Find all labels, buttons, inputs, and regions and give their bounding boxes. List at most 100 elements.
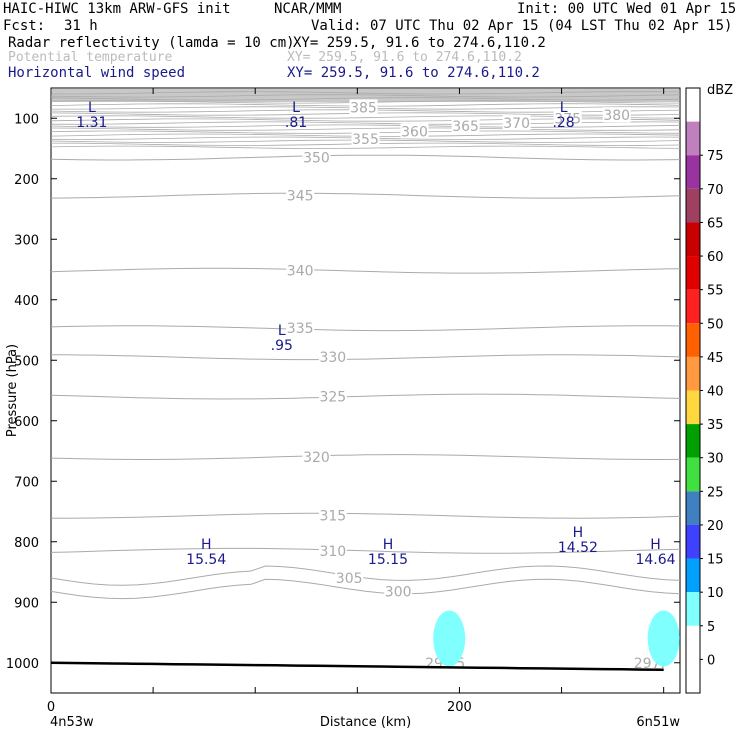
theta-label: 310 <box>319 544 346 560</box>
theta-label: 305 <box>336 571 363 587</box>
wind-extremum-type: H <box>573 525 584 541</box>
axes: 100 200 300 400 500 600 700 800 900 1000 0 200 Dista… <box>5 88 680 730</box>
wind-extremum-type: L <box>278 323 286 339</box>
wind-extremum-type: H <box>650 537 661 553</box>
colorbar-cell <box>686 659 700 693</box>
wind-extremum-value: 15.15 <box>368 552 408 568</box>
theta-upper-line <box>51 91 681 95</box>
theta-upper-line <box>50 127 681 131</box>
theta-label-bg <box>286 320 315 336</box>
theta-label: 350 <box>303 151 330 167</box>
fcst-value: 31 h <box>64 18 98 34</box>
y-tick-label: 300 <box>14 233 39 248</box>
wind-extremum-type: L <box>292 100 300 116</box>
colorbar-cell <box>686 289 700 324</box>
y-tick-label: 400 <box>14 294 39 309</box>
theta-label: 360 <box>401 125 428 141</box>
y-tick-label: 700 <box>14 475 39 490</box>
wind-extremum-value: 14.52 <box>558 540 598 556</box>
theta-label: 345 <box>287 189 314 205</box>
colorbar-cell <box>686 188 700 223</box>
reflectivity-cell <box>647 610 680 667</box>
x-tick-label: 200 <box>447 700 472 715</box>
theta-contour-line <box>50 393 681 400</box>
theta-label: 315 <box>319 509 346 525</box>
theta-contour-line <box>50 512 681 519</box>
valid-time: Valid: 07 UTC Thu 02 Apr 15 (04 LST Thu … <box>311 18 733 34</box>
theta-contour-line <box>50 154 681 161</box>
plot-frame <box>50 87 681 694</box>
theta-contour-line <box>50 547 681 554</box>
x-tick-label: 0 <box>47 700 55 715</box>
theta-label: 340 <box>287 264 314 280</box>
theta-label-bg <box>602 107 631 123</box>
field2-name: Potential temperature <box>8 50 173 65</box>
theta-label: 375 <box>554 111 581 127</box>
theta-label-bg <box>351 130 380 146</box>
y-tick-label: 100 <box>14 112 39 127</box>
y-axis-label: Pressure (hPa) <box>5 344 20 437</box>
wind-extremum-value: 15.54 <box>186 552 226 568</box>
colorbar-label: 65 <box>707 216 724 231</box>
field1-name: Radar reflectivity (lamda = 10 cm) <box>8 35 295 51</box>
theta-contour-line <box>51 354 681 361</box>
wind-extremum-value: .81 <box>285 115 307 131</box>
model-title: HAIC-HIWC 13km ARW-GFS init <box>3 1 231 17</box>
wind-extremum-type: L <box>560 100 568 116</box>
theta-label-bg <box>318 349 347 365</box>
init-time: Init: 00 UTC Wed 01 Apr 15 <box>517 1 737 17</box>
colorbar-units: dBZ <box>707 83 733 98</box>
theta-label: 330 <box>319 350 346 366</box>
field3-name: Horizontal wind speed <box>8 65 186 81</box>
theta-label-bg <box>400 123 429 139</box>
theta-label-bg <box>502 115 531 131</box>
theta-label: 300 <box>385 584 412 600</box>
colorbar-label: 55 <box>707 284 724 299</box>
colorbar-cell <box>686 88 700 122</box>
theta-label: 320 <box>303 450 330 466</box>
y-tick-label: 600 <box>14 415 39 430</box>
y-tick-label: 1000 <box>6 657 39 672</box>
reflectivity-cells <box>433 610 680 667</box>
theta-label-bg <box>318 507 347 523</box>
x-axis-label: Distance (km) <box>320 715 411 730</box>
wind-extremum-value: 14.64 <box>635 552 675 568</box>
theta-label-bg <box>451 118 480 134</box>
y-tick-label: 800 <box>14 536 39 551</box>
colorbar-label: 50 <box>707 317 724 332</box>
wind-extremum-value: 1.31 <box>76 115 107 131</box>
theta-label-bg <box>318 388 347 404</box>
theta-upper-line <box>50 145 681 149</box>
theta-label: 365 <box>452 119 479 135</box>
colorbar-label: 5 <box>707 620 715 635</box>
theta-upper-line <box>50 118 681 122</box>
theta-contour-line <box>50 454 681 460</box>
fcst-label: Fcst: <box>3 18 46 34</box>
wind-extremum-type: H <box>201 537 212 553</box>
theta-label-bg <box>286 187 315 203</box>
theta-contour-line <box>50 267 681 274</box>
theta-upper-line <box>50 97 681 101</box>
terrain <box>50 661 664 672</box>
colorbar-cell <box>686 390 700 425</box>
y-tick-label: 200 <box>14 173 39 188</box>
theta-contour-line <box>50 565 681 586</box>
field1-xy: XY= 259.5, 91.6 to 274.6,110.2 <box>293 35 546 51</box>
colorbar-cell <box>686 121 700 156</box>
colorbar-label: 70 <box>707 183 724 198</box>
theta-label-bg <box>302 149 331 165</box>
theta-contour-line <box>50 325 681 332</box>
theta-label: 370 <box>503 116 530 132</box>
colorbar-cell <box>686 524 700 559</box>
theta-label: 325 <box>319 390 346 406</box>
colorbar-label: 45 <box>707 351 724 366</box>
theta-contours: 385 380 375 370 365 360 355 350 345 340 335 330 325 3… <box>50 89 681 672</box>
theta-label-bg <box>335 570 364 586</box>
colorbar-label: 30 <box>707 452 724 467</box>
colorbar-cell <box>686 625 700 660</box>
org-label: NCAR/MMM <box>274 1 342 17</box>
colorbar-label: 40 <box>707 385 724 400</box>
colorbar-label: 20 <box>707 519 724 534</box>
colorbar-cell <box>686 222 700 257</box>
